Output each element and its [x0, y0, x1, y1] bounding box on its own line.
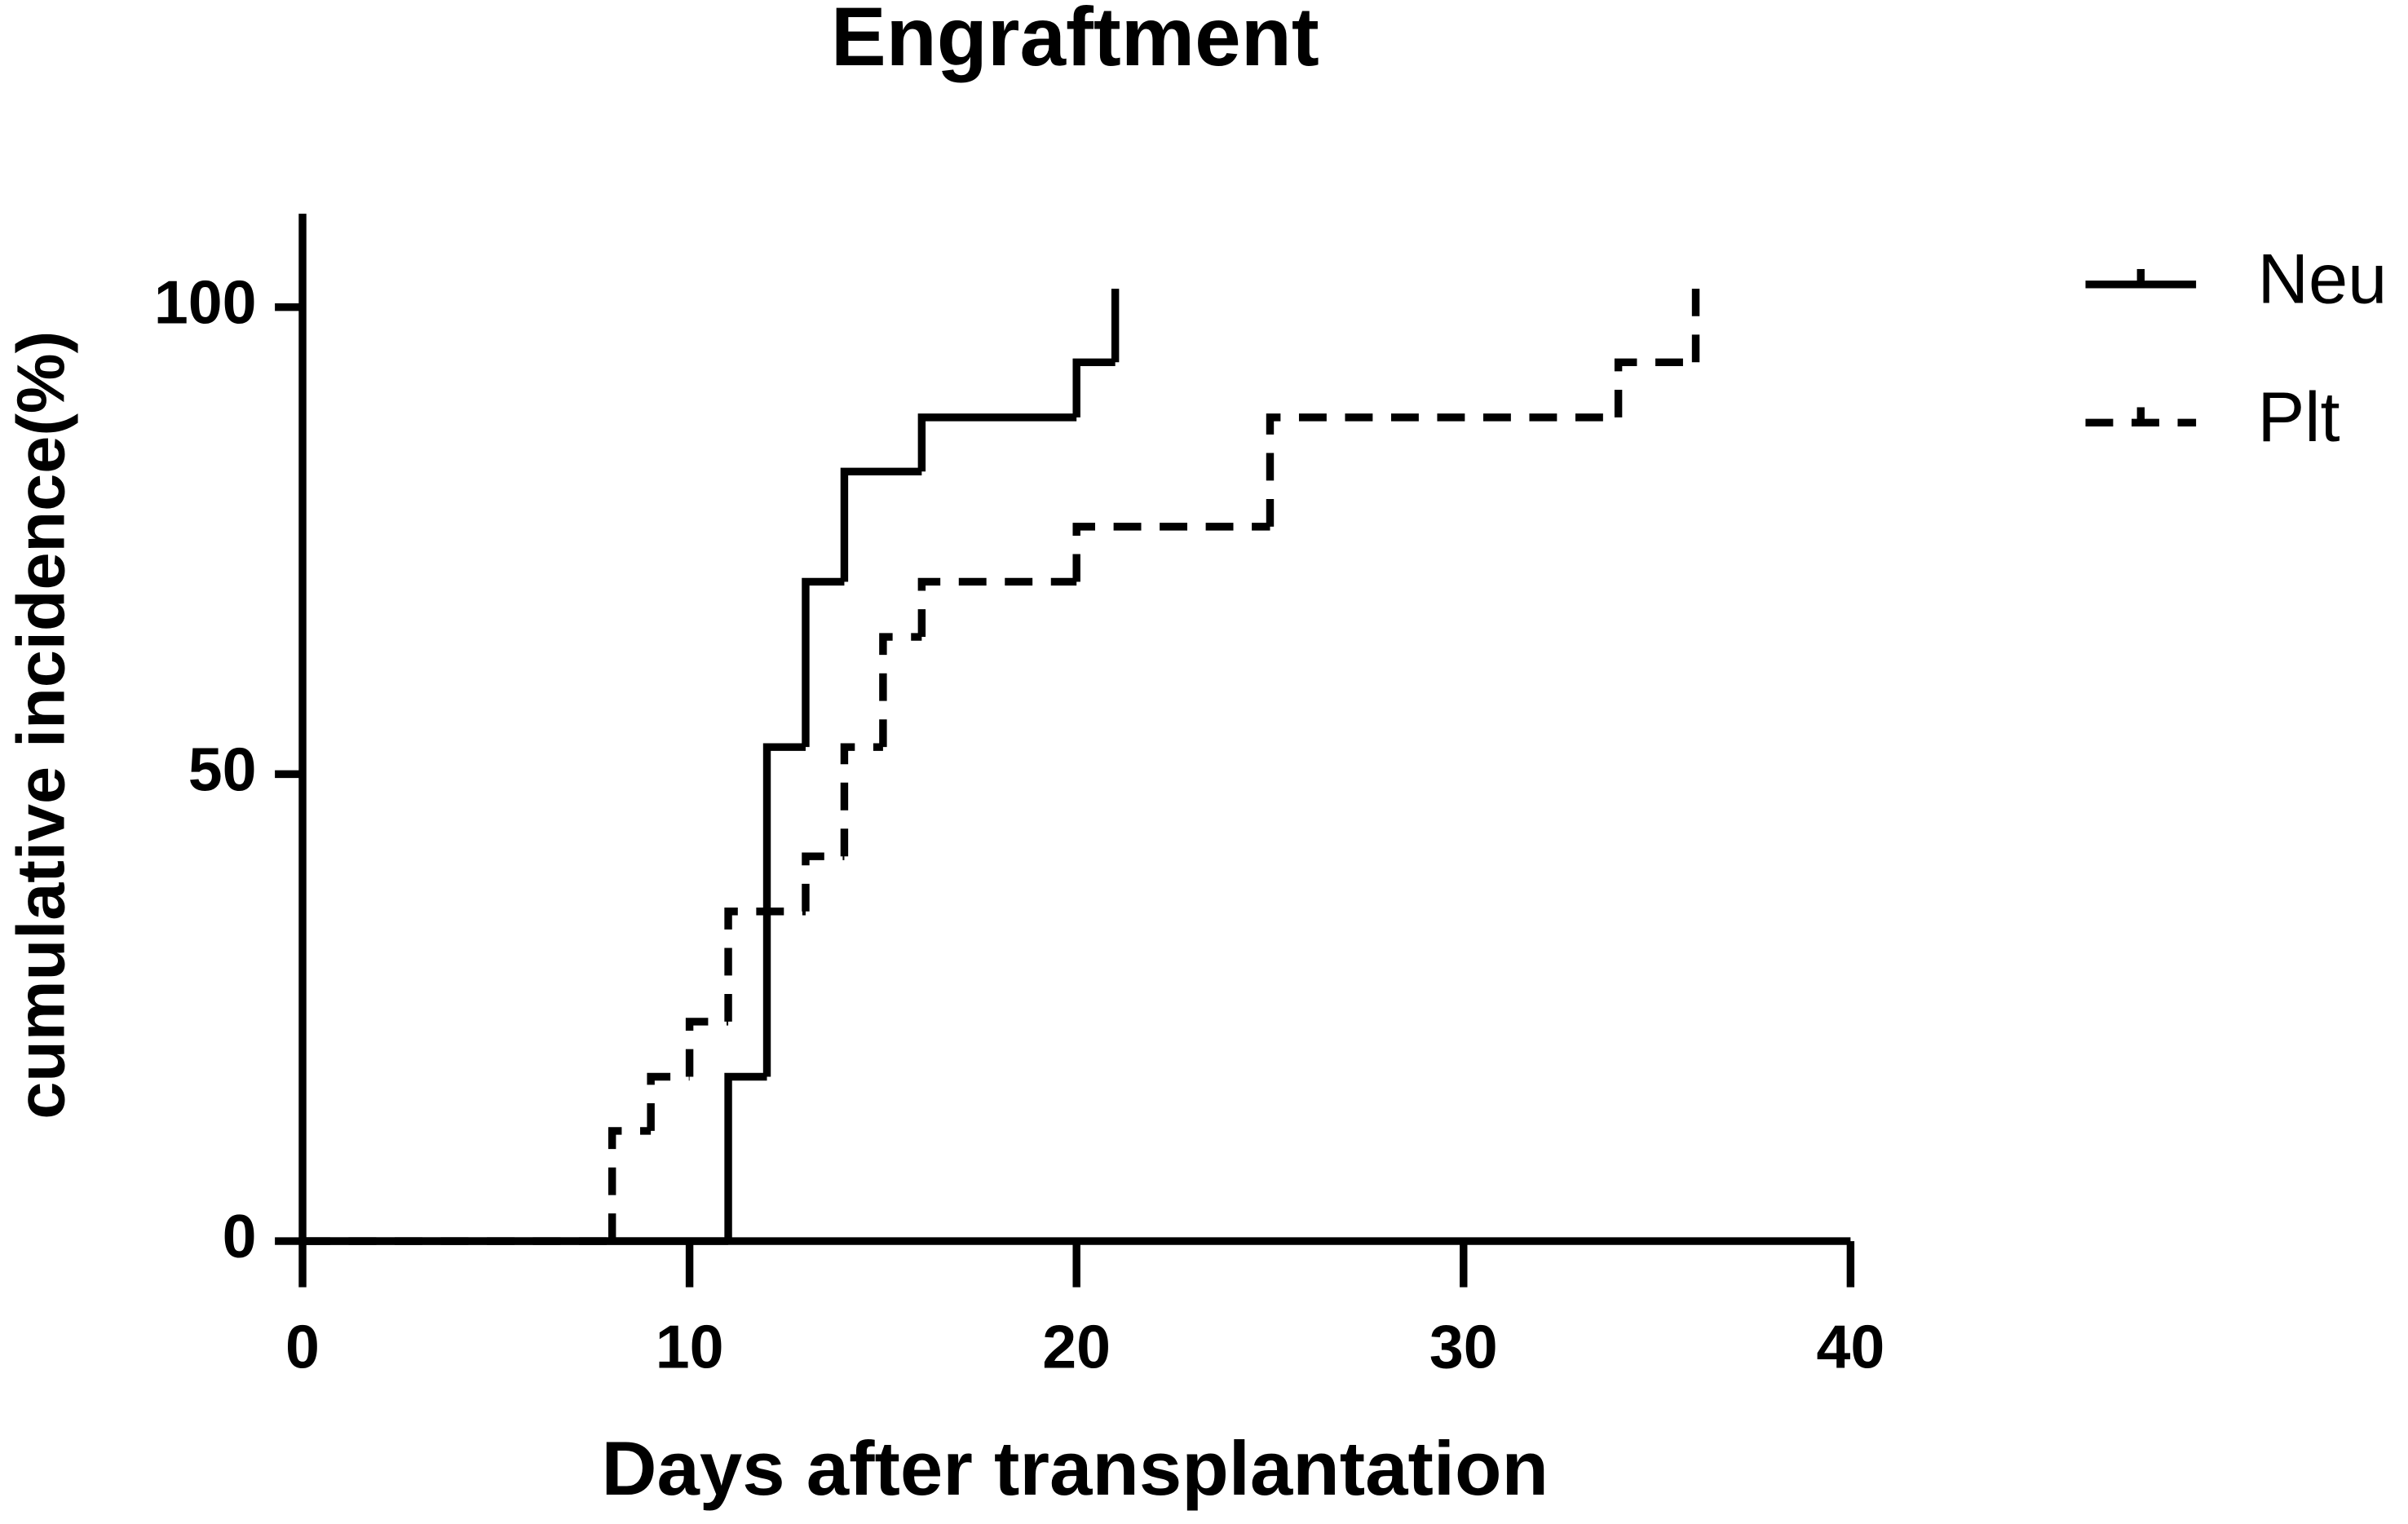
- step: [762, 743, 806, 1077]
- step: [879, 633, 922, 748]
- x-tick-label: 40: [1816, 1313, 1884, 1381]
- y-tick-label: 100: [154, 268, 257, 337]
- y-axis-label: cumulative incidence(%): [2, 331, 78, 1120]
- legend-label: Neu: [2257, 241, 2387, 319]
- y-tick-label: 0: [223, 1202, 257, 1270]
- step: [1072, 358, 1116, 417]
- x-axis-label: Days after transplantation: [602, 1425, 1549, 1511]
- step: [647, 1072, 690, 1131]
- legend-label: Plt: [2257, 378, 2340, 457]
- x-tick-label: 30: [1429, 1313, 1498, 1381]
- step: [917, 413, 1077, 472]
- x-tick-label: 10: [656, 1313, 724, 1381]
- y-tick-label: 50: [188, 735, 257, 803]
- step: [802, 577, 845, 748]
- step: [802, 852, 845, 912]
- step: [840, 467, 922, 582]
- step: [685, 1018, 729, 1077]
- step: [724, 1072, 767, 1242]
- x-tick-label: 20: [1042, 1313, 1111, 1381]
- step: [917, 577, 1077, 638]
- step: [608, 1127, 652, 1242]
- step: [1614, 358, 1696, 417]
- step: [724, 908, 806, 1022]
- step: [1266, 413, 1619, 527]
- step: [1072, 523, 1270, 582]
- chart-title: Engraftment: [831, 0, 1319, 83]
- step: [840, 743, 883, 857]
- x-tick-label: 0: [285, 1313, 320, 1381]
